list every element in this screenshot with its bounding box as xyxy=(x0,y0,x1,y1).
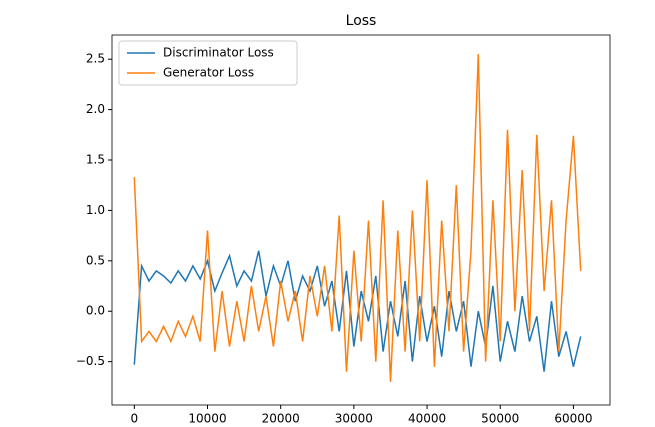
y-tick-label: 2.5 xyxy=(86,52,105,66)
y-tick-label: 1.5 xyxy=(86,153,105,167)
x-tick-label: 30000 xyxy=(335,412,373,426)
legend: Discriminator Loss Generator Loss xyxy=(118,40,298,86)
y-tick-label: 1.0 xyxy=(86,203,105,217)
axes-frame xyxy=(111,34,611,406)
line-series xyxy=(133,250,582,372)
x-tick-label: 50000 xyxy=(481,412,519,426)
y-tick-label: 0.0 xyxy=(86,304,105,318)
x-tick-label: 40000 xyxy=(408,412,446,426)
x-tick-label: 60000 xyxy=(554,412,592,426)
legend-label: Generator Loss xyxy=(163,66,254,80)
y-tick-label: 2.0 xyxy=(86,102,105,116)
legend-box xyxy=(118,40,298,86)
x-tick-label: 20000 xyxy=(262,412,300,426)
y-tick-label: −0.5 xyxy=(76,354,105,368)
y-tick-label: 0.5 xyxy=(86,253,105,267)
line-series xyxy=(133,54,582,382)
legend-label: Discriminator Loss xyxy=(163,46,274,60)
x-tick-label: 0 xyxy=(131,412,139,426)
x-tick-label: 10000 xyxy=(188,412,226,426)
chart-title: Loss xyxy=(346,13,377,29)
